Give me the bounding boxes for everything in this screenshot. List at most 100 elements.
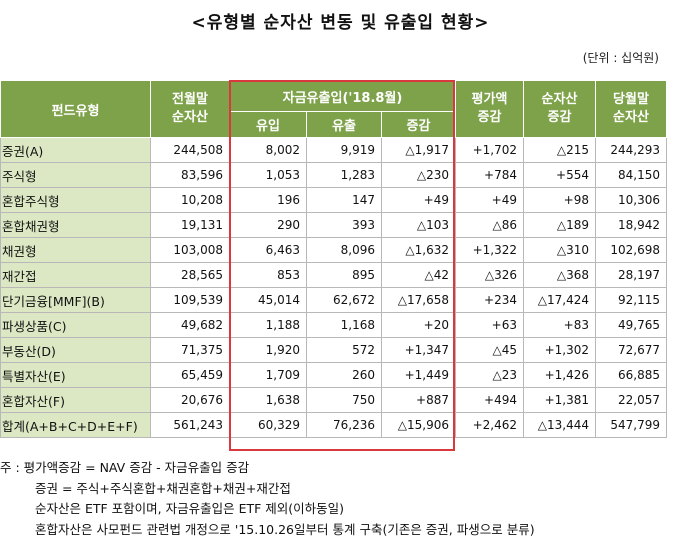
cell-in: 45,014 <box>229 287 307 313</box>
row-fund-type: 채권형 <box>0 237 151 263</box>
cell-val: +234 <box>455 287 524 313</box>
cell-cur: 18,942 <box>595 212 667 238</box>
table-row: 부동산(D) 71,375 1,920 572 +1,347 △45 +1,302 72,67… <box>0 337 667 363</box>
cell-cur: 547,799 <box>595 412 667 438</box>
note-line-4: 혼합자산은 사모펀드 관련법 개정으로 '15.10.26일부터 통계 구축(기… <box>35 521 535 537</box>
cell-cur: 92,115 <box>595 287 667 313</box>
table-row: 합계(A+B+C+D+E+F) 561,243 60,329 76,236 △15,90… <box>0 412 667 438</box>
cell-chg: △17,658 <box>381 287 456 313</box>
cell-chg: △103 <box>381 212 456 238</box>
header-inflow: 유입 <box>229 111 307 138</box>
header-valuation-text: 평가액 증감 <box>471 92 508 125</box>
row-fund-type: 단기금융[MMF](B) <box>0 287 151 313</box>
table-row: 채권형 103,008 6,463 8,096 △1,632 +1,322 △310 102,… <box>0 237 667 263</box>
cell-nac: +1,426 <box>523 362 596 388</box>
cell-val: +49 <box>455 187 524 213</box>
row-fund-type: 혼합채권형 <box>0 212 151 238</box>
cell-out: 9,919 <box>306 137 382 163</box>
header-flow-group: 자금유출입('18.8월) <box>229 80 456 112</box>
cell-nac: △17,424 <box>523 287 596 313</box>
footnotes: 주 : 평가액증감 = NAV 증감 - 자금유출입 증감 증권 = 주식+주식… <box>0 458 535 540</box>
cell-in: 1,920 <box>229 337 307 363</box>
cell-chg: +1,449 <box>381 362 456 388</box>
header-outflow: 유출 <box>306 111 382 138</box>
cell-chg: +49 <box>381 187 456 213</box>
header-prev-month-text: 전월말 순자산 <box>172 92 208 125</box>
cell-out: 62,672 <box>306 287 382 313</box>
cell-prev: 10,208 <box>150 187 230 213</box>
cell-in: 60,329 <box>229 412 307 438</box>
fund-flow-table: 펀드유형 전월말 순자산 자금유출입('18.8월) 평가액 증감 순자산 증감… <box>0 80 667 438</box>
cell-val: +2,462 <box>455 412 524 438</box>
cell-val: △86 <box>455 212 524 238</box>
header-fund-type: 펀드유형 <box>0 80 151 138</box>
row-fund-type: 파생상품(C) <box>0 312 151 338</box>
cell-val: △326 <box>455 262 524 288</box>
cell-chg: △15,906 <box>381 412 456 438</box>
cell-out: 147 <box>306 187 382 213</box>
cell-val: +494 <box>455 387 524 413</box>
cell-val: +1,322 <box>455 237 524 263</box>
cell-prev: 83,596 <box>150 162 230 188</box>
cell-cur: 28,197 <box>595 262 667 288</box>
cell-chg: +1,347 <box>381 337 456 363</box>
note-line-2: 증권 = 주식+주식혼합+채권혼합+채권+재간접 <box>35 480 291 496</box>
cell-nac: △189 <box>523 212 596 238</box>
cell-nac: +98 <box>523 187 596 213</box>
table-row: 특별자산(E) 65,459 1,709 260 +1,449 △23 +1,426 66,8… <box>0 362 667 388</box>
cell-cur: 22,057 <box>595 387 667 413</box>
cell-prev: 71,375 <box>150 337 230 363</box>
table-row: 단기금융[MMF](B) 109,539 45,014 62,672 △17,658 +2… <box>0 287 667 313</box>
cell-chg: △1,917 <box>381 137 456 163</box>
cell-nac: +554 <box>523 162 596 188</box>
cell-val: +784 <box>455 162 524 188</box>
cell-chg: +887 <box>381 387 456 413</box>
cell-out: 572 <box>306 337 382 363</box>
cell-prev: 28,565 <box>150 262 230 288</box>
cell-out: 393 <box>306 212 382 238</box>
cell-nac: +1,302 <box>523 337 596 363</box>
cell-out: 8,096 <box>306 237 382 263</box>
cell-chg: △1,632 <box>381 237 456 263</box>
cell-cur: 10,306 <box>595 187 667 213</box>
cell-in: 196 <box>229 187 307 213</box>
cell-prev: 103,008 <box>150 237 230 263</box>
cell-chg: △42 <box>381 262 456 288</box>
header-current-month-text: 당월말 순자산 <box>613 92 649 125</box>
row-fund-type: 주식형 <box>0 162 151 188</box>
header-valuation: 평가액 증감 <box>455 80 524 138</box>
cell-nac: +1,381 <box>523 387 596 413</box>
row-fund-type: 합계(A+B+C+D+E+F) <box>0 412 151 438</box>
cell-cur: 72,677 <box>595 337 667 363</box>
note-line-3: 순자산은 ETF 포함이며, 자금유출입은 ETF 제외(이하동일) <box>35 501 345 516</box>
table-row: 재간접 28,565 853 895 △42 △326 △368 28,197 <box>0 262 667 288</box>
cell-prev: 19,131 <box>150 212 230 238</box>
cell-cur: 84,150 <box>595 162 667 188</box>
cell-out: 76,236 <box>306 412 382 438</box>
cell-nac: △368 <box>523 262 596 288</box>
cell-out: 750 <box>306 387 382 413</box>
cell-cur: 102,698 <box>595 237 667 263</box>
note-line-1: 주 : 평가액증감 = NAV 증감 - 자금유출입 증감 <box>0 460 250 475</box>
table-row: 혼합주식형 10,208 196 147 +49 +49 +98 10,306 <box>0 187 667 213</box>
cell-nac: +83 <box>523 312 596 338</box>
header-prev-month: 전월말 순자산 <box>150 80 230 138</box>
cell-val: +63 <box>455 312 524 338</box>
table-row: 주식형 83,596 1,053 1,283 △230 +784 +554 84,150 <box>0 162 667 188</box>
cell-val: △45 <box>455 337 524 363</box>
cell-chg: △230 <box>381 162 456 188</box>
cell-in: 1,053 <box>229 162 307 188</box>
cell-in: 8,002 <box>229 137 307 163</box>
table-row: 증권(A) 244,508 8,002 9,919 △1,917 +1,702 △215 24… <box>0 137 667 163</box>
table-row: 혼합자산(F) 20,676 1,638 750 +887 +494 +1,381 22,05… <box>0 387 667 413</box>
cell-chg: +20 <box>381 312 456 338</box>
cell-in: 290 <box>229 212 307 238</box>
table-row: 혼합채권형 19,131 290 393 △103 △86 △189 18,942 <box>0 212 667 238</box>
cell-cur: 66,885 <box>595 362 667 388</box>
cell-val: △23 <box>455 362 524 388</box>
cell-val: +1,702 <box>455 137 524 163</box>
cell-cur: 244,293 <box>595 137 667 163</box>
cell-in: 1,709 <box>229 362 307 388</box>
unit-label: (단위 : 십억원) <box>582 51 659 65</box>
row-fund-type: 혼합주식형 <box>0 187 151 213</box>
